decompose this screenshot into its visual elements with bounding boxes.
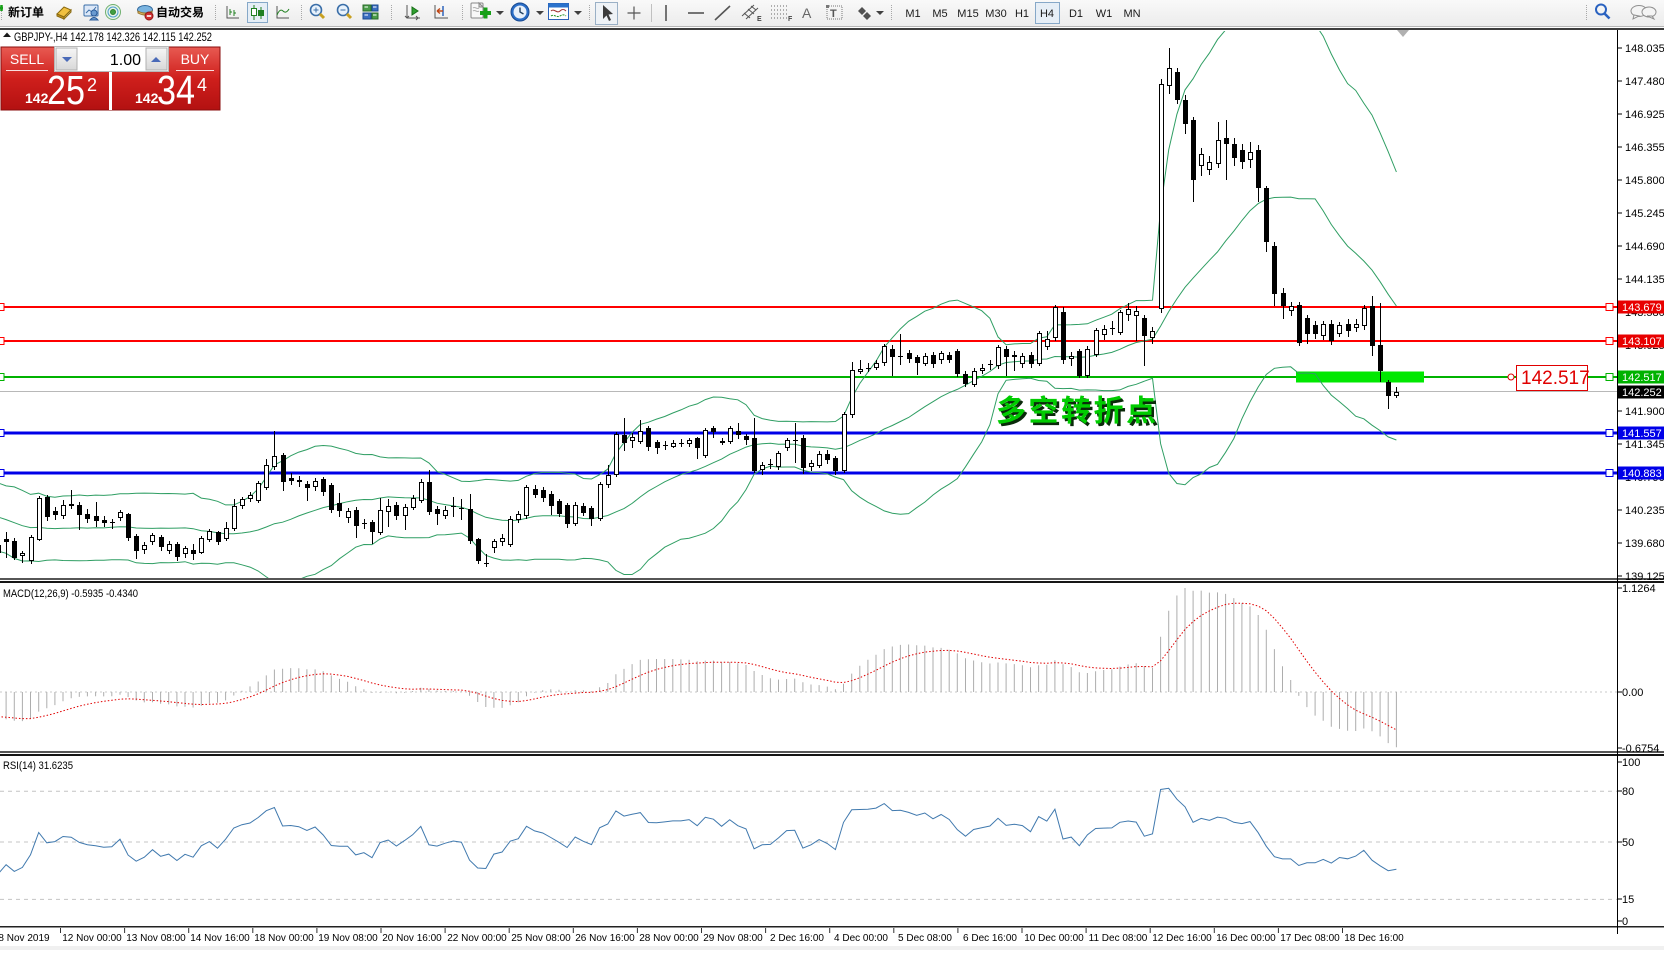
svg-text:80: 80 bbox=[1622, 786, 1634, 798]
svg-text:140.235: 140.235 bbox=[1625, 505, 1664, 517]
svg-text:17 Dec 08:00: 17 Dec 08:00 bbox=[1280, 933, 1340, 944]
svg-text:F: F bbox=[788, 16, 793, 23]
svg-text:142.517: 142.517 bbox=[1521, 368, 1590, 389]
svg-text:19 Nov 08:00: 19 Nov 08:00 bbox=[318, 933, 378, 944]
svg-text:M30: M30 bbox=[985, 8, 1006, 20]
svg-text:8 Nov 2019: 8 Nov 2019 bbox=[0, 933, 50, 944]
svg-text:100: 100 bbox=[1622, 757, 1640, 769]
svg-text:141.345: 141.345 bbox=[1625, 439, 1664, 451]
svg-text:26 Nov 16:00: 26 Nov 16:00 bbox=[575, 933, 635, 944]
svg-text:E: E bbox=[757, 16, 762, 23]
svg-text:0.00: 0.00 bbox=[1622, 687, 1643, 699]
svg-text:144.135: 144.135 bbox=[1625, 274, 1664, 286]
svg-text:2 Dec 16:00: 2 Dec 16:00 bbox=[770, 933, 824, 944]
svg-text:140.883: 140.883 bbox=[1622, 468, 1662, 480]
svg-text:145.245: 145.245 bbox=[1625, 208, 1664, 220]
svg-text:1.00: 1.00 bbox=[110, 52, 141, 69]
svg-text:28 Nov 00:00: 28 Nov 00:00 bbox=[639, 933, 699, 944]
svg-text:11 Dec 08:00: 11 Dec 08:00 bbox=[1089, 933, 1148, 944]
svg-text:6 Dec 16:00: 6 Dec 16:00 bbox=[963, 933, 1017, 944]
svg-text:H4: H4 bbox=[1040, 8, 1054, 20]
svg-text:H1: H1 bbox=[1015, 8, 1029, 20]
svg-text:143.107: 143.107 bbox=[1622, 336, 1662, 348]
svg-text:141.557: 141.557 bbox=[1622, 428, 1662, 440]
svg-text:13 Nov 08:00: 13 Nov 08:00 bbox=[126, 933, 186, 944]
svg-text:M1: M1 bbox=[905, 8, 920, 20]
svg-text:10 Dec 00:00: 10 Dec 00:00 bbox=[1024, 933, 1084, 944]
svg-text:144.690: 144.690 bbox=[1625, 241, 1664, 253]
svg-text:4: 4 bbox=[197, 75, 207, 95]
svg-text:148.035: 148.035 bbox=[1625, 43, 1664, 55]
svg-text:5 Dec 08:00: 5 Dec 08:00 bbox=[898, 933, 952, 944]
svg-text:BUY: BUY bbox=[181, 51, 210, 67]
svg-text:139.125: 139.125 bbox=[1625, 571, 1664, 583]
svg-text:4 Dec 00:00: 4 Dec 00:00 bbox=[834, 933, 888, 944]
svg-text:RSI(14) 31.6235: RSI(14) 31.6235 bbox=[3, 760, 73, 772]
svg-text:25 Nov 08:00: 25 Nov 08:00 bbox=[511, 933, 571, 944]
svg-text:147.480: 147.480 bbox=[1625, 76, 1664, 88]
svg-text:139.680: 139.680 bbox=[1625, 538, 1664, 550]
svg-text:12 Dec 16:00: 12 Dec 16:00 bbox=[1152, 933, 1212, 944]
svg-text:1.1264: 1.1264 bbox=[1622, 583, 1656, 595]
svg-text:0: 0 bbox=[1622, 916, 1628, 928]
svg-text:MACD(12,26,9) -0.5935 -0.4340: MACD(12,26,9) -0.5935 -0.4340 bbox=[3, 588, 138, 600]
svg-text:M5: M5 bbox=[932, 8, 947, 20]
svg-text:18 Dec 16:00: 18 Dec 16:00 bbox=[1344, 933, 1404, 944]
svg-text:W1: W1 bbox=[1096, 8, 1113, 20]
svg-text:15: 15 bbox=[1622, 894, 1634, 906]
svg-text:25: 25 bbox=[47, 67, 85, 113]
svg-text:GBPJPY-,H4 142.178 142.326 14: GBPJPY-,H4 142.178 142.326 142.115 142.2… bbox=[14, 30, 212, 44]
svg-text:141.900: 141.900 bbox=[1625, 406, 1664, 418]
svg-text:50: 50 bbox=[1622, 837, 1634, 849]
svg-text:142: 142 bbox=[25, 90, 49, 106]
svg-text:D1: D1 bbox=[1069, 8, 1083, 20]
svg-text:143.679: 143.679 bbox=[1622, 302, 1662, 314]
svg-text:-0.6754: -0.6754 bbox=[1622, 743, 1659, 755]
svg-text:142: 142 bbox=[135, 90, 159, 106]
svg-text:145.800: 145.800 bbox=[1625, 175, 1664, 187]
svg-text:MN: MN bbox=[1123, 8, 1140, 20]
svg-text:16 Dec 00:00: 16 Dec 00:00 bbox=[1216, 933, 1276, 944]
svg-text:22 Nov 00:00: 22 Nov 00:00 bbox=[447, 933, 507, 944]
svg-text:29 Nov 08:00: 29 Nov 08:00 bbox=[703, 933, 763, 944]
svg-text:142.252: 142.252 bbox=[1622, 387, 1662, 399]
svg-text:2: 2 bbox=[87, 75, 97, 95]
svg-text:18 Nov 00:00: 18 Nov 00:00 bbox=[254, 933, 314, 944]
svg-text:T: T bbox=[830, 8, 837, 20]
svg-text:146.925: 146.925 bbox=[1625, 109, 1664, 121]
svg-text:M15: M15 bbox=[957, 8, 978, 20]
svg-text:14 Nov 16:00: 14 Nov 16:00 bbox=[190, 933, 250, 944]
svg-text:34: 34 bbox=[157, 67, 195, 113]
svg-text:142.517: 142.517 bbox=[1622, 372, 1662, 384]
svg-text:SELL: SELL bbox=[10, 51, 44, 67]
svg-text:A: A bbox=[802, 5, 812, 21]
svg-text:12 Nov 00:00: 12 Nov 00:00 bbox=[62, 933, 122, 944]
svg-text:146.355: 146.355 bbox=[1625, 142, 1664, 154]
svg-text:20 Nov 16:00: 20 Nov 16:00 bbox=[382, 933, 442, 944]
